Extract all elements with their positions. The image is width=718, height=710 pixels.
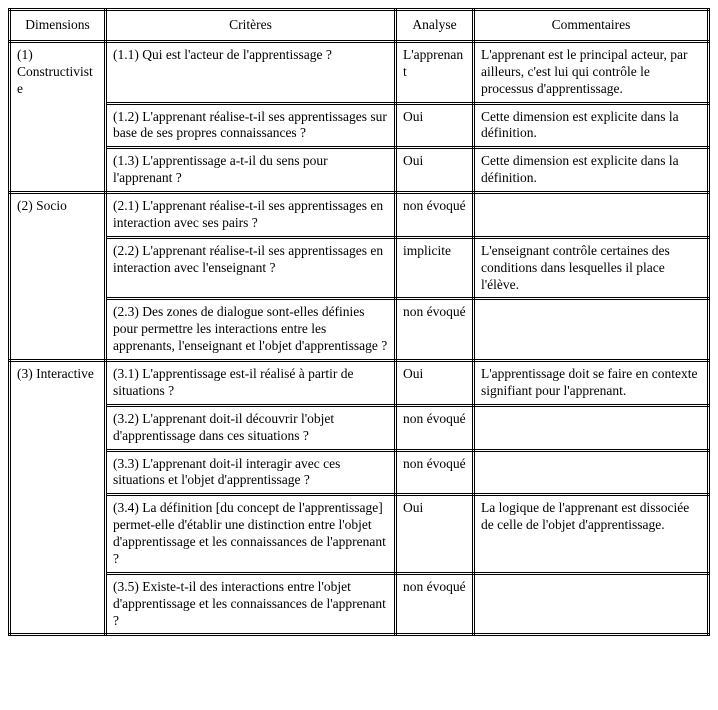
critere-cell: (1.3) L'apprentissage a-t-il du sens pou… — [106, 148, 396, 193]
analyse-cell: non évoqué — [396, 450, 474, 495]
dimension-cell: (1) Constructiviste — [10, 41, 106, 192]
table-row: (2.3) Des zones de dialogue sont-elles d… — [10, 299, 709, 361]
critere-cell: (3.1) L'apprentissage est-il réalisé à p… — [106, 361, 396, 406]
analyse-cell: L'apprenant — [396, 41, 474, 103]
analyse-cell: Oui — [396, 495, 474, 574]
table-body: (1) Constructiviste (1.1) Qui est l'acte… — [10, 41, 709, 635]
commentaire-cell — [474, 573, 709, 635]
dimension-cell: (2) Socio — [10, 193, 106, 361]
table-row: (3.3) L'apprenant doit-il interagir avec… — [10, 450, 709, 495]
critere-cell: (3.2) L'apprenant doit-il découvrir l'ob… — [106, 405, 396, 450]
analysis-table: Dimensions Critères Analyse Commentaires… — [8, 8, 710, 636]
analyse-cell: non évoqué — [396, 405, 474, 450]
commentaire-cell — [474, 193, 709, 238]
commentaire-cell: Cette dimension est explicite dans la dé… — [474, 148, 709, 193]
dimension-cell: (3) Interactive — [10, 361, 106, 635]
analyse-cell: Oui — [396, 103, 474, 148]
table-row: (3.2) L'apprenant doit-il découvrir l'ob… — [10, 405, 709, 450]
critere-cell: (1.1) Qui est l'acteur de l'apprentissag… — [106, 41, 396, 103]
table-row: (1) Constructiviste (1.1) Qui est l'acte… — [10, 41, 709, 103]
table-header: Dimensions Critères Analyse Commentaires — [10, 10, 709, 42]
analyse-cell: non évoqué — [396, 299, 474, 361]
table-row: (2) Socio (2.1) L'apprenant réalise-t-il… — [10, 193, 709, 238]
analyse-cell: implicite — [396, 237, 474, 299]
col-criteres: Critères — [106, 10, 396, 42]
critere-cell: (3.5) Existe-t-il des interactions entre… — [106, 573, 396, 635]
table-row: (3) Interactive (3.1) L'apprentissage es… — [10, 361, 709, 406]
table-row: (3.4) La définition [du concept de l'app… — [10, 495, 709, 574]
col-commentaires: Commentaires — [474, 10, 709, 42]
col-analyse: Analyse — [396, 10, 474, 42]
analyse-cell: non évoqué — [396, 573, 474, 635]
commentaire-cell — [474, 405, 709, 450]
commentaire-cell: La logique de l'apprenant est dissociée … — [474, 495, 709, 574]
critere-cell: (2.2) L'apprenant réalise-t-il ses appre… — [106, 237, 396, 299]
table-row: (2.2) L'apprenant réalise-t-il ses appre… — [10, 237, 709, 299]
analyse-cell: Oui — [396, 361, 474, 406]
critere-cell: (2.1) L'apprenant réalise-t-il ses appre… — [106, 193, 396, 238]
col-dimensions: Dimensions — [10, 10, 106, 42]
critere-cell: (2.3) Des zones de dialogue sont-elles d… — [106, 299, 396, 361]
table-row: (1.2) L'apprenant réalise-t-il ses appre… — [10, 103, 709, 148]
critere-cell: (3.3) L'apprenant doit-il interagir avec… — [106, 450, 396, 495]
table-row: (1.3) L'apprentissage a-t-il du sens pou… — [10, 148, 709, 193]
commentaire-cell: L'apprenant est le principal acteur, par… — [474, 41, 709, 103]
table-row: (3.5) Existe-t-il des interactions entre… — [10, 573, 709, 635]
commentaire-cell — [474, 450, 709, 495]
commentaire-cell: L'enseignant contrôle certaines des cond… — [474, 237, 709, 299]
commentaire-cell: Cette dimension est explicite dans la dé… — [474, 103, 709, 148]
analyse-cell: non évoqué — [396, 193, 474, 238]
critere-cell: (1.2) L'apprenant réalise-t-il ses appre… — [106, 103, 396, 148]
commentaire-cell: L'apprentissage doit se faire en context… — [474, 361, 709, 406]
critere-cell: (3.4) La définition [du concept de l'app… — [106, 495, 396, 574]
analyse-cell: Oui — [396, 148, 474, 193]
commentaire-cell — [474, 299, 709, 361]
